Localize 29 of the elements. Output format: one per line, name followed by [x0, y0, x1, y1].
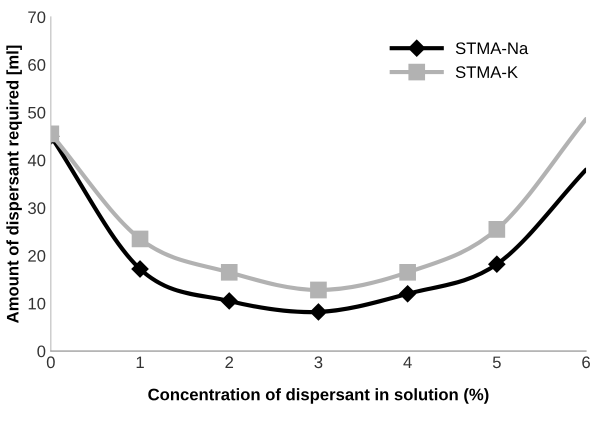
point: [488, 256, 506, 273]
point: [220, 292, 238, 310]
x-tick-label: 0: [46, 356, 55, 368]
point: [399, 285, 416, 302]
y-tick-label: 40: [28, 154, 46, 166]
y-tick-label: 10: [28, 298, 46, 310]
point: [310, 282, 327, 298]
y-tick-label: 20: [28, 250, 46, 262]
x-tick-label: 4: [403, 356, 412, 368]
x-tick-label: 2: [225, 356, 234, 368]
point: [131, 260, 149, 278]
y-tick-label: 60: [28, 59, 46, 71]
x-tick-label: 5: [492, 356, 501, 368]
y-tick-label: 70: [28, 11, 46, 24]
point: [220, 264, 238, 281]
y-tick-label: 50: [28, 106, 46, 119]
legend-label: STMA-Na: [456, 42, 528, 54]
point: [132, 230, 148, 248]
point: [399, 264, 416, 281]
x-tick-label: 6: [582, 356, 590, 368]
x-tick-label: 3: [314, 356, 322, 368]
legend-label: STMA-K: [456, 66, 518, 78]
y-tick-label: 30: [28, 202, 46, 214]
point: [488, 221, 506, 238]
point: [310, 303, 327, 320]
y-axis-title: Amount of dispersant required [ml]: [6, 46, 22, 323]
x-tick-label: 1: [136, 356, 144, 368]
x-axis-title: Concentration of dispersant in solution (%): [148, 388, 488, 404]
y-tick-label: 0: [37, 345, 46, 358]
